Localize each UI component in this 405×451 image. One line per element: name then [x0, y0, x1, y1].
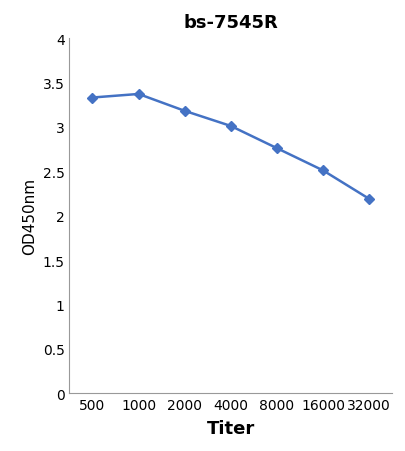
Y-axis label: OD450nm: OD450nm	[22, 178, 37, 255]
Title: bs-7545R: bs-7545R	[183, 14, 277, 32]
X-axis label: Titer: Titer	[206, 419, 254, 437]
